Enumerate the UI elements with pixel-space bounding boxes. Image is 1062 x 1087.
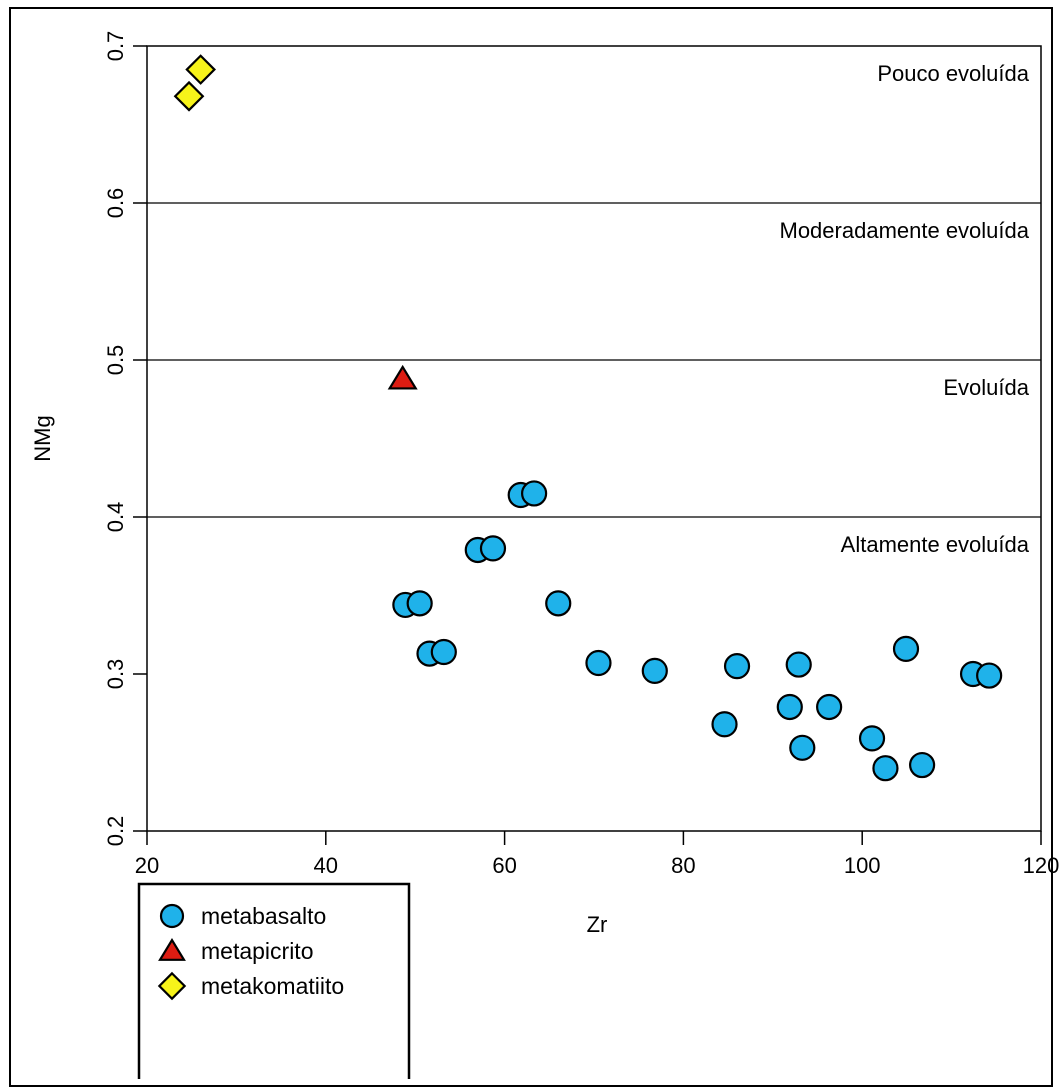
y-tick-label: 0.2 [103,816,128,847]
metabasalto-point [776,693,803,721]
metabasalto-point [816,693,843,721]
legend-metapicrito-label: metapicrito [201,938,313,964]
legend: metabasalto metapicrito metakomatiito [137,882,411,1079]
legend-metakomatiito-marker [157,971,187,1001]
legend-metabasalto-label: metabasalto [201,903,326,929]
x-axis-title: Zr [587,912,608,937]
y-tick-label: 0.7 [103,31,128,62]
metabasalto-point [872,755,899,782]
x-tick-label: 20 [135,853,159,878]
y-axis: 0.2 0.3 0.4 0.5 0.6 0.7 [103,31,147,847]
zone-label: Moderadamente evoluída [780,218,1030,243]
metabasalto-point [430,638,457,666]
metabasalto-point [521,480,548,507]
metakomatiito-point [173,80,205,112]
metabasalto-point [479,535,507,562]
metabasalto-point [976,662,1003,689]
metabasalto-point [892,635,920,662]
metabasalto-point [785,651,812,678]
metabasalto-point [545,590,572,617]
metakomatiito-point [185,54,216,85]
legend-metapicrito-marker [158,937,186,961]
x-tick-label: 60 [492,853,516,878]
metabasalto-point [908,751,936,779]
metabasalto-point [641,657,668,684]
data-points [173,54,1003,782]
y-tick-label: 0.6 [103,188,128,219]
y-tick-label: 0.4 [103,502,128,533]
metabasalto-point [723,653,751,680]
y-tick-label: 0.3 [103,659,128,690]
plot-area [146,45,1042,832]
reference-lines [147,202,1041,518]
x-tick-label: 100 [844,853,881,878]
metabasalto-point [406,590,433,617]
zone-label: Pouco evoluída [877,61,1029,86]
x-tick-label: 80 [671,853,695,878]
legend-metabasalto-marker [159,903,185,929]
zone-label: Altamente evoluída [841,532,1030,557]
legend-metakomatiito-label: metakomatiito [201,973,344,999]
y-axis-title: NMg [30,415,55,461]
metapicrito-point [387,364,418,390]
metabasalto-point [789,734,816,761]
x-axis: 20 40 60 80 100 120 [135,831,1060,878]
metabasalto-point [858,725,886,752]
x-tick-label: 40 [314,853,338,878]
zone-labels: Pouco evoluída Moderadamente evoluída Evol… [780,61,1030,557]
y-tick-label: 0.5 [103,345,128,376]
x-tick-label: 120 [1023,853,1060,878]
metabasalto-point [711,711,738,738]
zone-label: Evoluída [943,375,1029,400]
metabasalto-point [585,649,612,677]
